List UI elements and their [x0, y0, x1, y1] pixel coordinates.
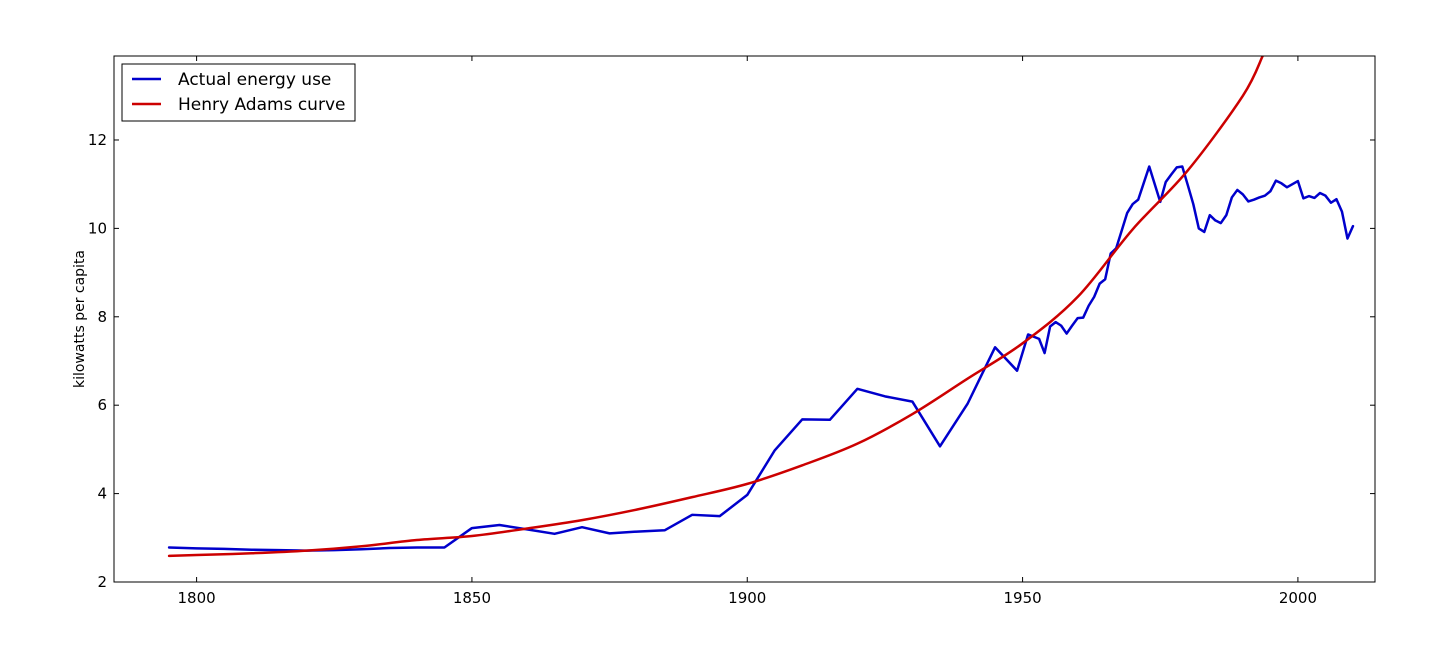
legend-box [121, 63, 356, 122]
y-tick-label-2: 2 [97, 573, 107, 591]
plot-area [114, 56, 1375, 582]
y-tick-label-6: 6 [97, 396, 107, 414]
x-tick-label-1850: 1850 [453, 589, 491, 607]
y-tick-label-12: 12 [88, 131, 107, 149]
y-tick-label-4: 4 [97, 485, 107, 503]
ticks-layer: 1800 1850 1900 1950 2000 2 4 6 8 10 12 [88, 56, 1375, 607]
x-tick-label-1900: 1900 [728, 589, 766, 607]
x-tick-label-1950: 1950 [1003, 589, 1041, 607]
y-axis-label: kilowatts per capita [72, 250, 88, 388]
plot-frame [113, 55, 1376, 583]
x-tick-label-2000: 2000 [1279, 589, 1317, 607]
legend: Actual energy use Henry Adams curve [121, 63, 356, 122]
y-tick-label-8: 8 [97, 308, 107, 326]
x-tick-label-1800: 1800 [178, 589, 216, 607]
series-line-actual-energy-use [167, 165, 1355, 552]
legend-label-adams: Henry Adams curve [178, 95, 345, 115]
y-tick-label-10: 10 [88, 219, 107, 237]
legend-label-actual: Actual energy use [178, 70, 331, 90]
series-layer [167, 56, 1355, 558]
series-line-henry-adams-curve [167, 56, 1264, 558]
